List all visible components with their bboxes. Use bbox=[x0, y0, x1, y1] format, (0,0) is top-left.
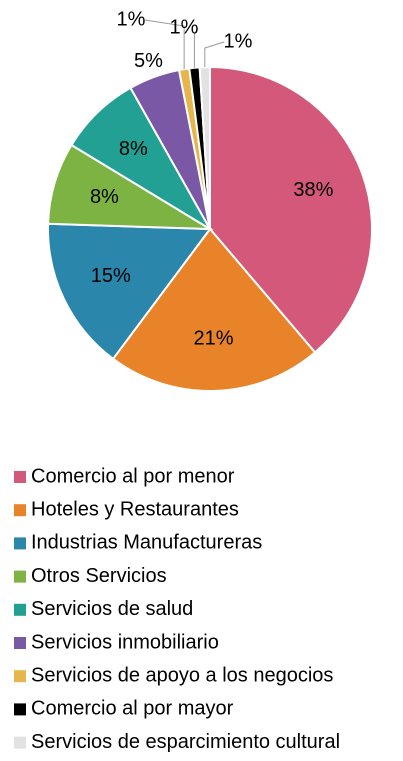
legend-swatch bbox=[14, 637, 26, 649]
leader-line bbox=[193, 27, 199, 68]
legend-swatch bbox=[14, 603, 26, 616]
legend-label: Comercio al por menor bbox=[31, 465, 235, 487]
legend-swatch bbox=[14, 703, 26, 716]
data-label: 8% bbox=[119, 138, 148, 160]
data-label: 1% bbox=[117, 8, 146, 30]
data-label: 1% bbox=[170, 16, 199, 38]
data-label: 15% bbox=[91, 265, 131, 287]
leader-line bbox=[204, 41, 225, 68]
legend-label: Servicios de esparcimiento cultural bbox=[31, 731, 340, 753]
legend-label: Industrias Manufactureras bbox=[31, 532, 262, 554]
legend-label: Servicios de salud bbox=[31, 598, 193, 620]
data-label: 1% bbox=[224, 30, 253, 52]
legend-swatch bbox=[14, 570, 26, 583]
data-label: 8% bbox=[90, 186, 119, 208]
pie-slice bbox=[209, 65, 373, 354]
legend-label: Servicios de apoyo a los negocios bbox=[31, 664, 333, 686]
pie-slice bbox=[111, 227, 317, 392]
legend-swatch bbox=[14, 471, 26, 483]
legend-label: Hoteles y Restaurantes bbox=[31, 498, 239, 520]
pie-slice bbox=[47, 222, 212, 361]
legend-swatch bbox=[14, 736, 26, 749]
legend-label: Otros Servicios bbox=[31, 565, 167, 587]
legend-swatch bbox=[14, 537, 26, 550]
legend-swatch bbox=[14, 670, 26, 683]
legend-swatch bbox=[14, 504, 26, 517]
data-label: 38% bbox=[293, 179, 333, 201]
legend-label: Comercio al por mayor bbox=[31, 698, 234, 720]
data-label: 21% bbox=[194, 327, 234, 349]
leader-line bbox=[144, 19, 185, 70]
legend-label: Servicios inmobiliario bbox=[31, 631, 219, 653]
data-label: 5% bbox=[134, 50, 163, 72]
